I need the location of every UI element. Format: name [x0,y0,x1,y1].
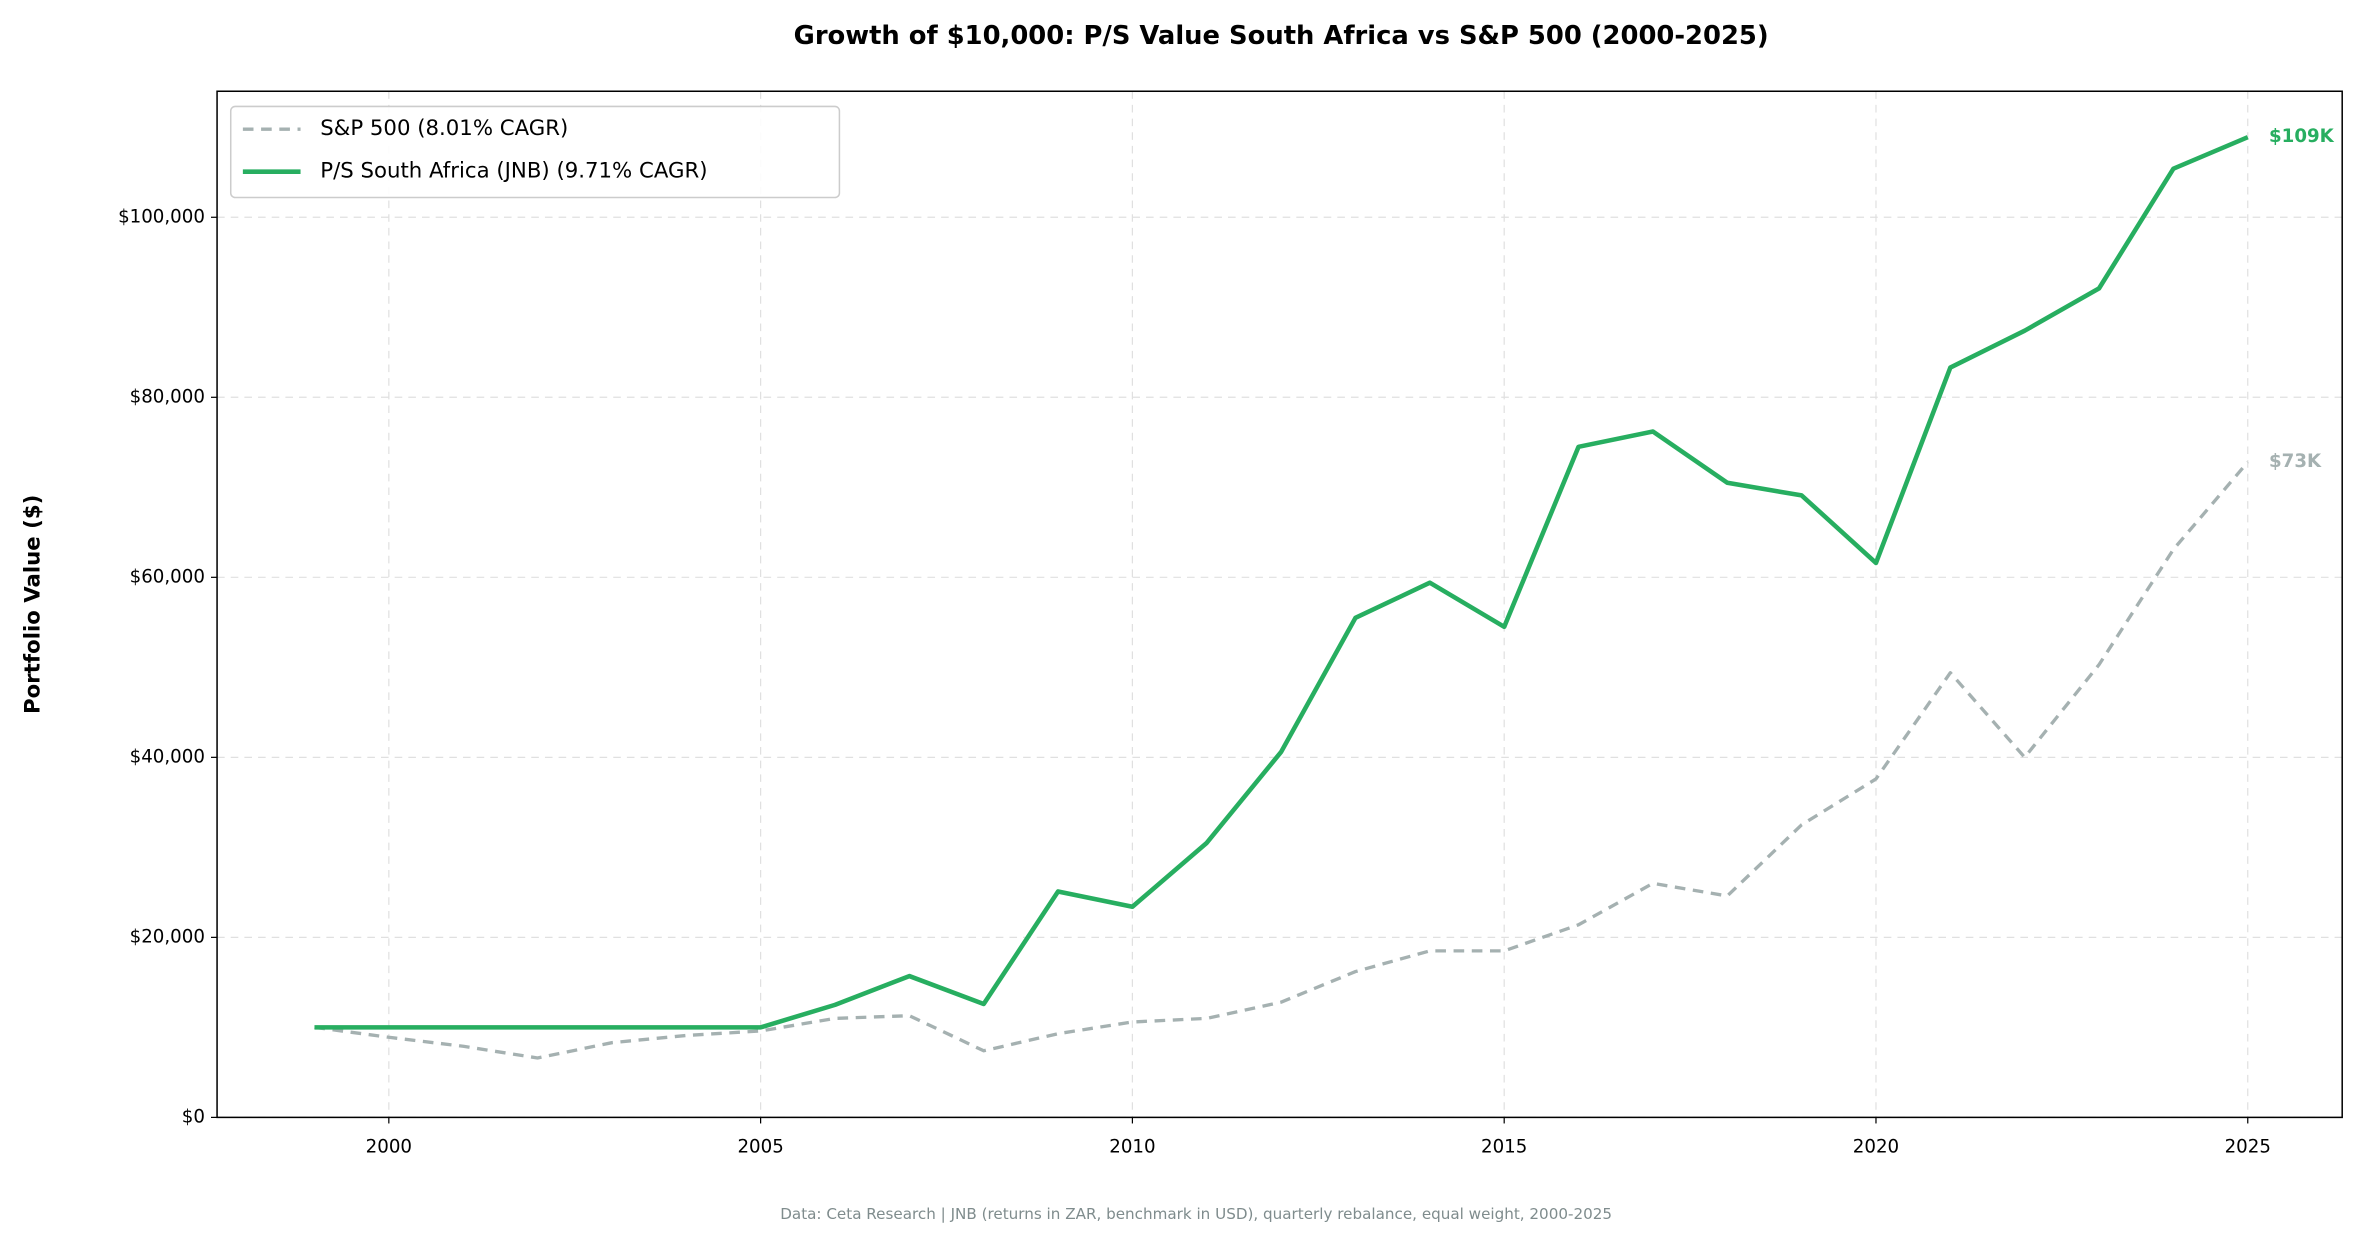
footer-note: Data: Ceta Research | JNB (returns in ZA… [780,1205,1612,1223]
y-tick-label: $100,000 [118,206,205,227]
x-tick-label: 2020 [1853,1137,1899,1158]
x-tick-label: 2000 [366,1137,412,1158]
legend-box [229,105,841,199]
end-label: $109K [2269,126,2335,147]
x-tick-label: 2015 [1481,1137,1527,1158]
series-line [314,135,2249,1030]
legend: S&P 500 (8.01% CAGR) P/S South Africa (JN… [229,105,841,199]
legend-label: S&P 500 (8.01% CAGR) [320,116,568,141]
chart-title: Growth of $10,000: P/S Value South Afric… [794,21,1769,51]
x-tick-label: 2005 [737,1137,783,1158]
y-axis-label: Portfolio Value ($) [20,495,45,714]
x-tick-label: 2025 [2225,1137,2271,1158]
y-tick-label: $0 [182,1106,205,1127]
plot-frame [216,90,2343,1119]
y-tick-label: $40,000 [130,746,205,767]
end-label: $73K [2269,451,2322,472]
x-tick-label: 2010 [1109,1137,1155,1158]
legend-label: P/S South Africa (JNB) (9.71% CAGR) [320,159,707,184]
series-line [314,461,2250,1060]
y-tick-label: $20,000 [130,926,205,947]
y-tick-label: $80,000 [130,386,205,407]
y-tick-label: $60,000 [130,566,205,587]
